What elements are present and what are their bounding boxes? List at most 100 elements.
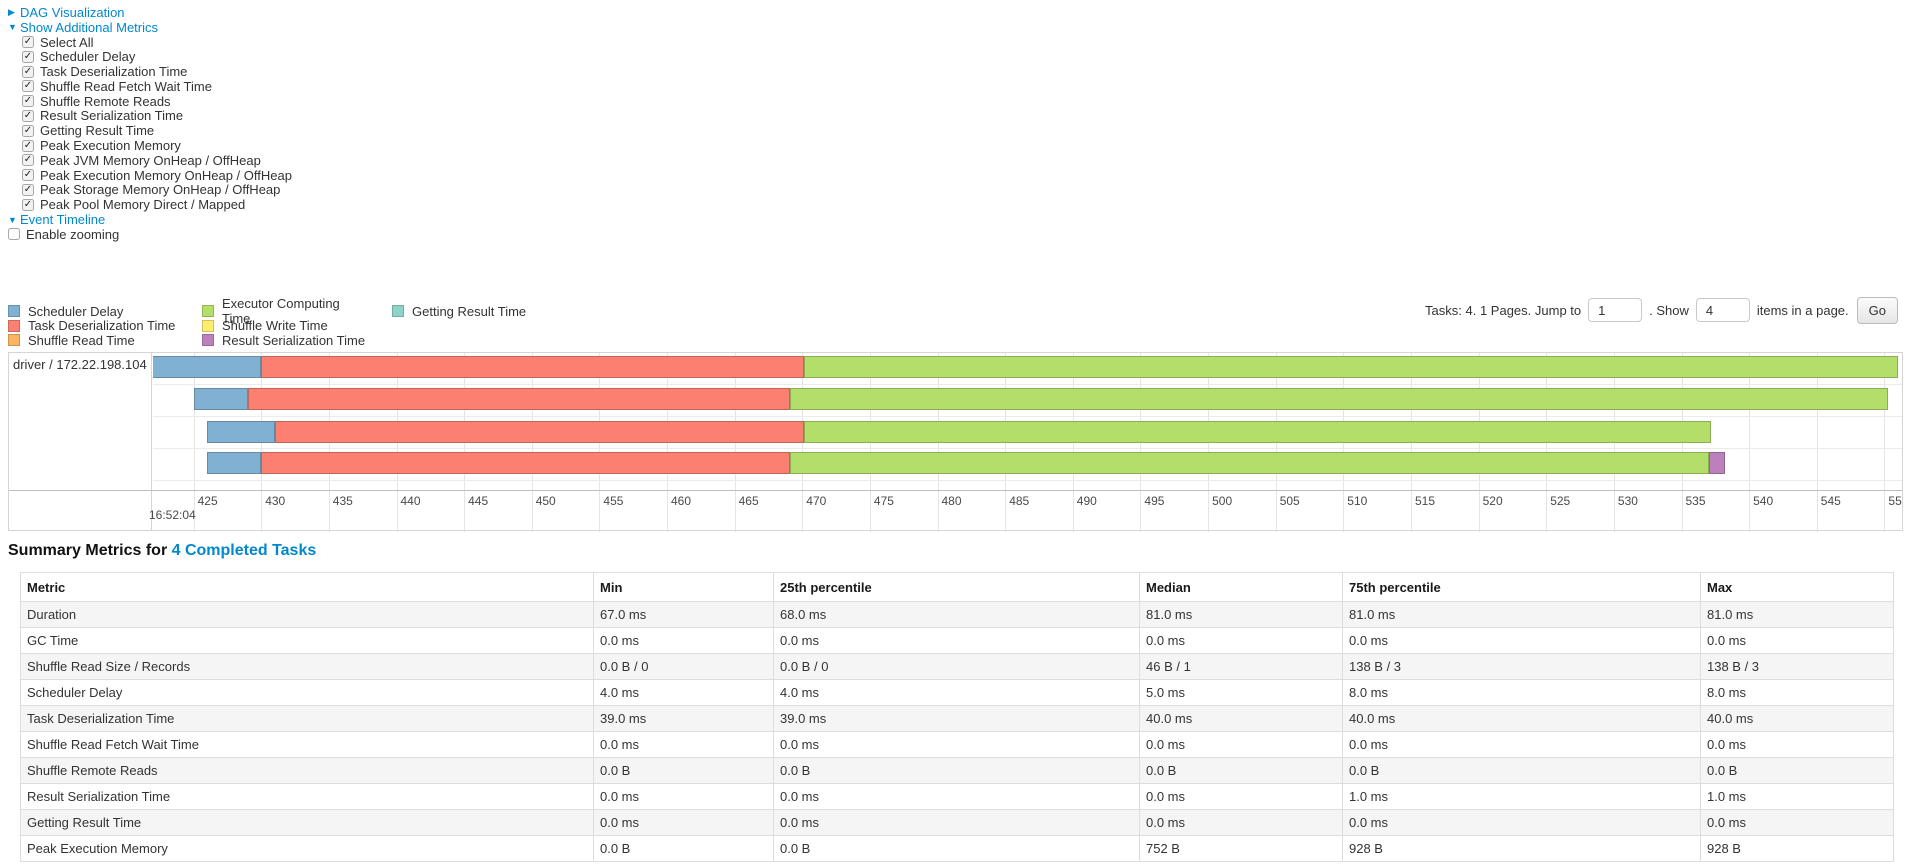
metric-value-cell: 0.0 ms <box>1342 731 1701 758</box>
metric-value-cell: 40.0 ms <box>1342 705 1701 732</box>
metric-checkbox-row[interactable]: ✓ Result Serialization Time <box>22 108 292 123</box>
metric-value-cell: 138 B / 3 <box>1700 653 1894 680</box>
metric-checkbox-row[interactable]: ✓ Peak Execution Memory OnHeap / OffHeap <box>22 168 292 183</box>
legend-item: Getting Result Time <box>392 304 526 319</box>
gridline <box>1411 491 1412 532</box>
task-2-executor-computing-bar[interactable] <box>803 421 1712 443</box>
axis-tick-label: 530 <box>1617 494 1638 508</box>
metric-value-cell: 0.0 ms <box>1700 627 1894 654</box>
metric-name-cell: Result Serialization Time <box>20 783 594 810</box>
legend-item: Executor Computing Time <box>202 296 366 326</box>
metric-checkbox-row[interactable]: ✓ Select All <box>22 35 292 50</box>
legend-label: Shuffle Write Time <box>222 318 328 334</box>
metric-checkbox-row[interactable]: ✓ Task Deserialization Time <box>22 64 292 79</box>
axis-tick-label: 535 <box>1685 494 1706 508</box>
axis-tick-label: 525 <box>1550 494 1571 508</box>
checkbox-checked-icon[interactable]: ✓ <box>22 65 34 78</box>
items-per-page-input[interactable] <box>1695 298 1750 322</box>
shuffle-write-swatch-icon <box>202 319 214 332</box>
axis-tick-label: 460 <box>671 494 692 508</box>
show-additional-metrics-link[interactable]: Show Additional Metrics <box>20 19 159 35</box>
checkbox-checked-icon[interactable]: ✓ <box>22 50 34 63</box>
gridline <box>328 491 330 532</box>
metrics-checkbox-list: ✓ Select All ✓ Scheduler Delay ✓ Task Deseria… <box>22 35 292 212</box>
checkbox-checked-icon[interactable]: ✓ <box>22 183 34 196</box>
metric-checkbox-label: Task Deserialization Time <box>40 64 188 80</box>
axis-tick-label: 515 <box>1415 494 1436 508</box>
task-3-result-serialization-bar[interactable] <box>1708 452 1725 474</box>
legend-label: Result Serialization Time <box>222 332 366 348</box>
metric-value-cell: 0.0 B <box>1700 757 1894 784</box>
task-3-executor-computing-bar[interactable] <box>790 452 1709 474</box>
gridline <box>1749 491 1751 532</box>
metric-value-cell: 67.0 ms <box>593 601 774 628</box>
metric-checkbox-row[interactable]: ✓ Peak Pool Memory Direct / Mapped <box>22 197 292 212</box>
task-1-scheduler-delay-bar[interactable] <box>193 388 248 410</box>
checkbox-unchecked-icon[interactable] <box>8 228 20 241</box>
metric-value-cell: 138 B / 3 <box>1342 653 1701 680</box>
event-timeline-link[interactable]: Event Timeline <box>20 212 106 228</box>
gridline <box>1478 491 1480 532</box>
metric-value-cell: 40.0 ms <box>1700 705 1894 732</box>
axis-tick-label: 485 <box>1009 494 1030 508</box>
gridline <box>1275 491 1277 532</box>
show-additional-metrics-toggle[interactable]: ▼ Show Additional Metrics <box>8 20 292 35</box>
summary-metrics-heading: Summary Metrics for 4 Completed Tasks <box>8 542 316 560</box>
task-2-task-deserialization-bar[interactable] <box>274 421 804 443</box>
dag-visualization-link[interactable]: DAG Visualization <box>20 4 125 20</box>
task-2-scheduler-delay-bar[interactable] <box>207 421 275 443</box>
metric-checkbox-label: Peak Pool Memory Direct / Mapped <box>40 197 246 213</box>
task-0-executor-computing-bar[interactable] <box>803 356 1898 378</box>
gridline <box>667 491 668 532</box>
checkbox-checked-icon[interactable]: ✓ <box>22 139 34 152</box>
task-1-executor-computing-bar[interactable] <box>790 388 1889 410</box>
checkbox-checked-icon[interactable]: ✓ <box>22 198 34 211</box>
metric-checkbox-label: Shuffle Read Fetch Wait Time <box>40 78 212 94</box>
metric-checkbox-row[interactable]: ✓ Shuffle Read Fetch Wait Time <box>22 79 292 94</box>
checkbox-checked-icon[interactable]: ✓ <box>22 109 34 122</box>
metric-value-cell: 0.0 ms <box>1139 783 1343 810</box>
event-timeline-toggle[interactable]: ▼ Event Timeline <box>8 212 292 227</box>
executor-computing-swatch-icon <box>202 305 214 318</box>
metric-checkbox-row[interactable]: ✓ Scheduler Delay <box>22 49 292 64</box>
gridline <box>937 491 939 532</box>
metric-value-cell: 928 B <box>1342 835 1701 862</box>
metric-checkbox-row[interactable]: ✓ Shuffle Remote Reads <box>22 94 292 109</box>
task-pagination: Tasks: 4. 1 Pages. Jump to . Show items … <box>1425 295 1898 325</box>
metric-checkbox-row[interactable]: ✓ Getting Result Time <box>22 123 292 138</box>
enable-zooming-row[interactable]: Enable zooming <box>8 227 292 242</box>
task-3-scheduler-delay-bar[interactable] <box>207 452 262 474</box>
checkbox-checked-icon[interactable]: ✓ <box>22 80 34 93</box>
task-0-task-deserialization-bar[interactable] <box>261 356 804 378</box>
row-separator <box>153 448 1902 449</box>
task-0-scheduler-delay-bar[interactable] <box>153 356 262 378</box>
legend-column: Getting Result Time <box>392 304 526 348</box>
completed-tasks-link[interactable]: 4 Completed Tasks <box>171 542 317 559</box>
metric-checkbox-label: Shuffle Remote Reads <box>40 93 171 109</box>
axis-tick-label: 480 <box>941 494 962 508</box>
metric-checkbox-row[interactable]: ✓ Peak Execution Memory <box>22 138 292 153</box>
go-button[interactable]: Go <box>1856 296 1898 324</box>
summary-table-header-row: Metric Min 25th percentile Median 75th perce… <box>20 572 1894 602</box>
task-1-task-deserialization-bar[interactable] <box>247 388 791 410</box>
checkbox-checked-icon[interactable]: ✓ <box>22 169 34 182</box>
summary-table-row: Getting Result Time 0.0 ms 0.0 ms 0.0 ms 0.0… <box>20 809 1894 836</box>
axis-tick-label: 510 <box>1347 494 1368 508</box>
checkbox-checked-icon[interactable]: ✓ <box>22 154 34 167</box>
axis-tick-label: 545 <box>1820 494 1841 508</box>
metric-value-cell: 0.0 B <box>1139 757 1343 784</box>
axis-tick-label: 470 <box>806 494 827 508</box>
checkbox-checked-icon[interactable]: ✓ <box>22 35 34 48</box>
gridline <box>261 491 263 532</box>
task-3-task-deserialization-bar[interactable] <box>261 452 791 474</box>
checkbox-checked-icon[interactable]: ✓ <box>22 95 34 108</box>
axis-time-base-label: 16:52:04 <box>149 508 196 522</box>
dag-visualization-toggle[interactable]: ▶ DAG Visualization <box>8 5 292 20</box>
metric-checkbox-row[interactable]: ✓ Peak JVM Memory OnHeap / OffHeap <box>22 153 292 168</box>
show-text: . Show <box>1649 302 1689 318</box>
metric-checkbox-row[interactable]: ✓ Peak Storage Memory OnHeap / OffHeap <box>22 182 292 197</box>
gridline <box>1140 491 1142 532</box>
jump-to-page-input[interactable] <box>1588 298 1643 322</box>
checkbox-checked-icon[interactable]: ✓ <box>22 124 34 137</box>
metric-value-cell: 8.0 ms <box>1700 679 1894 706</box>
